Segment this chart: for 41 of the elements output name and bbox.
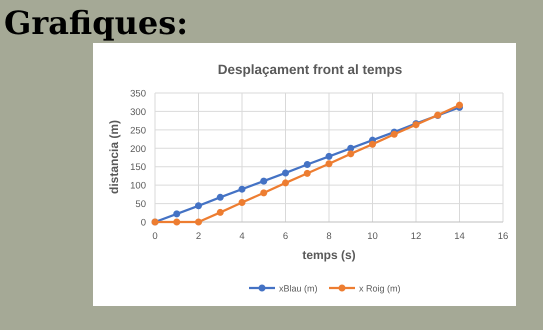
x-tick-label: 10 (367, 231, 378, 242)
x-axis-title: temps (s) (302, 248, 356, 262)
text: Grafiques: (4, 4, 188, 42)
y-axis-title: distancia (m) (107, 120, 121, 194)
y-tick-label: 150 (130, 162, 146, 174)
point (173, 218, 180, 226)
point (195, 202, 202, 210)
x-tick-label: 8 (326, 231, 332, 242)
point (326, 160, 332, 168)
point (238, 198, 246, 206)
y-tick-label: 100 (130, 180, 146, 192)
point (326, 152, 332, 160)
x-tick-label: 12 (410, 231, 422, 242)
x-tick-label: 14 (454, 231, 465, 242)
point (347, 150, 354, 158)
point (238, 186, 246, 193)
legend-label: x Roig (m) (359, 284, 401, 294)
point (260, 189, 268, 196)
y-tick-label: 250 (130, 125, 146, 136)
point (216, 194, 224, 201)
x-tick-label: 6 (282, 231, 288, 242)
point (173, 210, 180, 218)
x-tick-label: 16 (498, 231, 508, 242)
point (369, 140, 376, 148)
point (304, 170, 311, 177)
point (304, 161, 311, 168)
chart-title: Desplaçament front al temps (218, 62, 402, 77)
x-tick-label: 2 (196, 231, 202, 242)
y-tick-label: 350 (130, 88, 146, 100)
point (195, 218, 202, 226)
point (216, 208, 224, 216)
point (282, 169, 289, 176)
y-tick-label: 0 (140, 218, 146, 228)
x-tick-label: 0 (152, 231, 158, 242)
x-tick-label: 4 (239, 231, 245, 242)
y-tick-label: 300 (130, 106, 146, 118)
point (260, 178, 268, 185)
point (282, 179, 289, 186)
y-tick-label: 200 (130, 144, 146, 155)
legend-label: xBlau (m) (279, 284, 318, 294)
y-tick-label: 50 (135, 199, 146, 210)
